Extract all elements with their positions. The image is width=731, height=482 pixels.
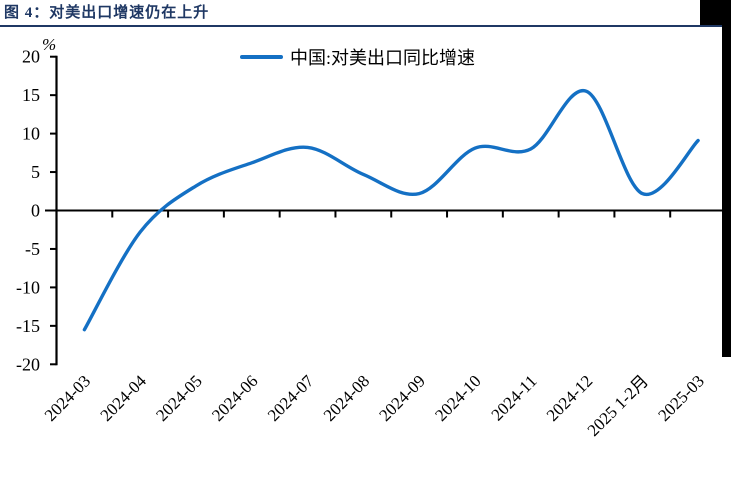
x-tick-label: 2024-12 [543,371,597,425]
legend-label: 中国:对美出口同比增速 [290,48,475,68]
x-tick-label: 2024-03 [41,371,95,425]
x-tick-label: 2024-06 [208,371,262,425]
legend-line-swatch [240,55,283,59]
y-tick-label: 0 [31,201,40,221]
x-tick-label: 2024-09 [375,371,429,425]
series-line-china-us-exports [82,89,700,332]
y-tick-label: 10 [22,124,40,144]
page-edge-border [722,0,731,357]
y-axis-unit-label: % [42,35,57,54]
y-tick-label: 5 [31,162,40,182]
y-tick-label: -10 [16,277,40,297]
figure-title: 图 4：对美出口增速仍在上升 [4,5,210,21]
x-tick-label: 2024-07 [264,371,318,425]
title-underline [0,25,731,27]
y-tick-label: 20 [22,47,40,67]
y-tick-label: -5 [25,239,40,259]
x-tick-label: 2024-04 [97,371,151,425]
y-tick-label: -15 [16,316,40,336]
x-tick-label: 2024-05 [152,371,206,425]
x-tick-label: 2024-08 [320,371,374,425]
x-tick-label: 2024-10 [431,371,485,425]
x-tick-label: 2025 1-2月 [584,371,653,440]
y-tick-label: 15 [22,85,40,105]
x-tick-label: 2025-03 [654,371,708,425]
y-tick-label: -20 [16,354,40,374]
x-tick-label: 2024-11 [487,371,540,424]
legend: 中国:对美出口同比增速 [240,44,475,70]
